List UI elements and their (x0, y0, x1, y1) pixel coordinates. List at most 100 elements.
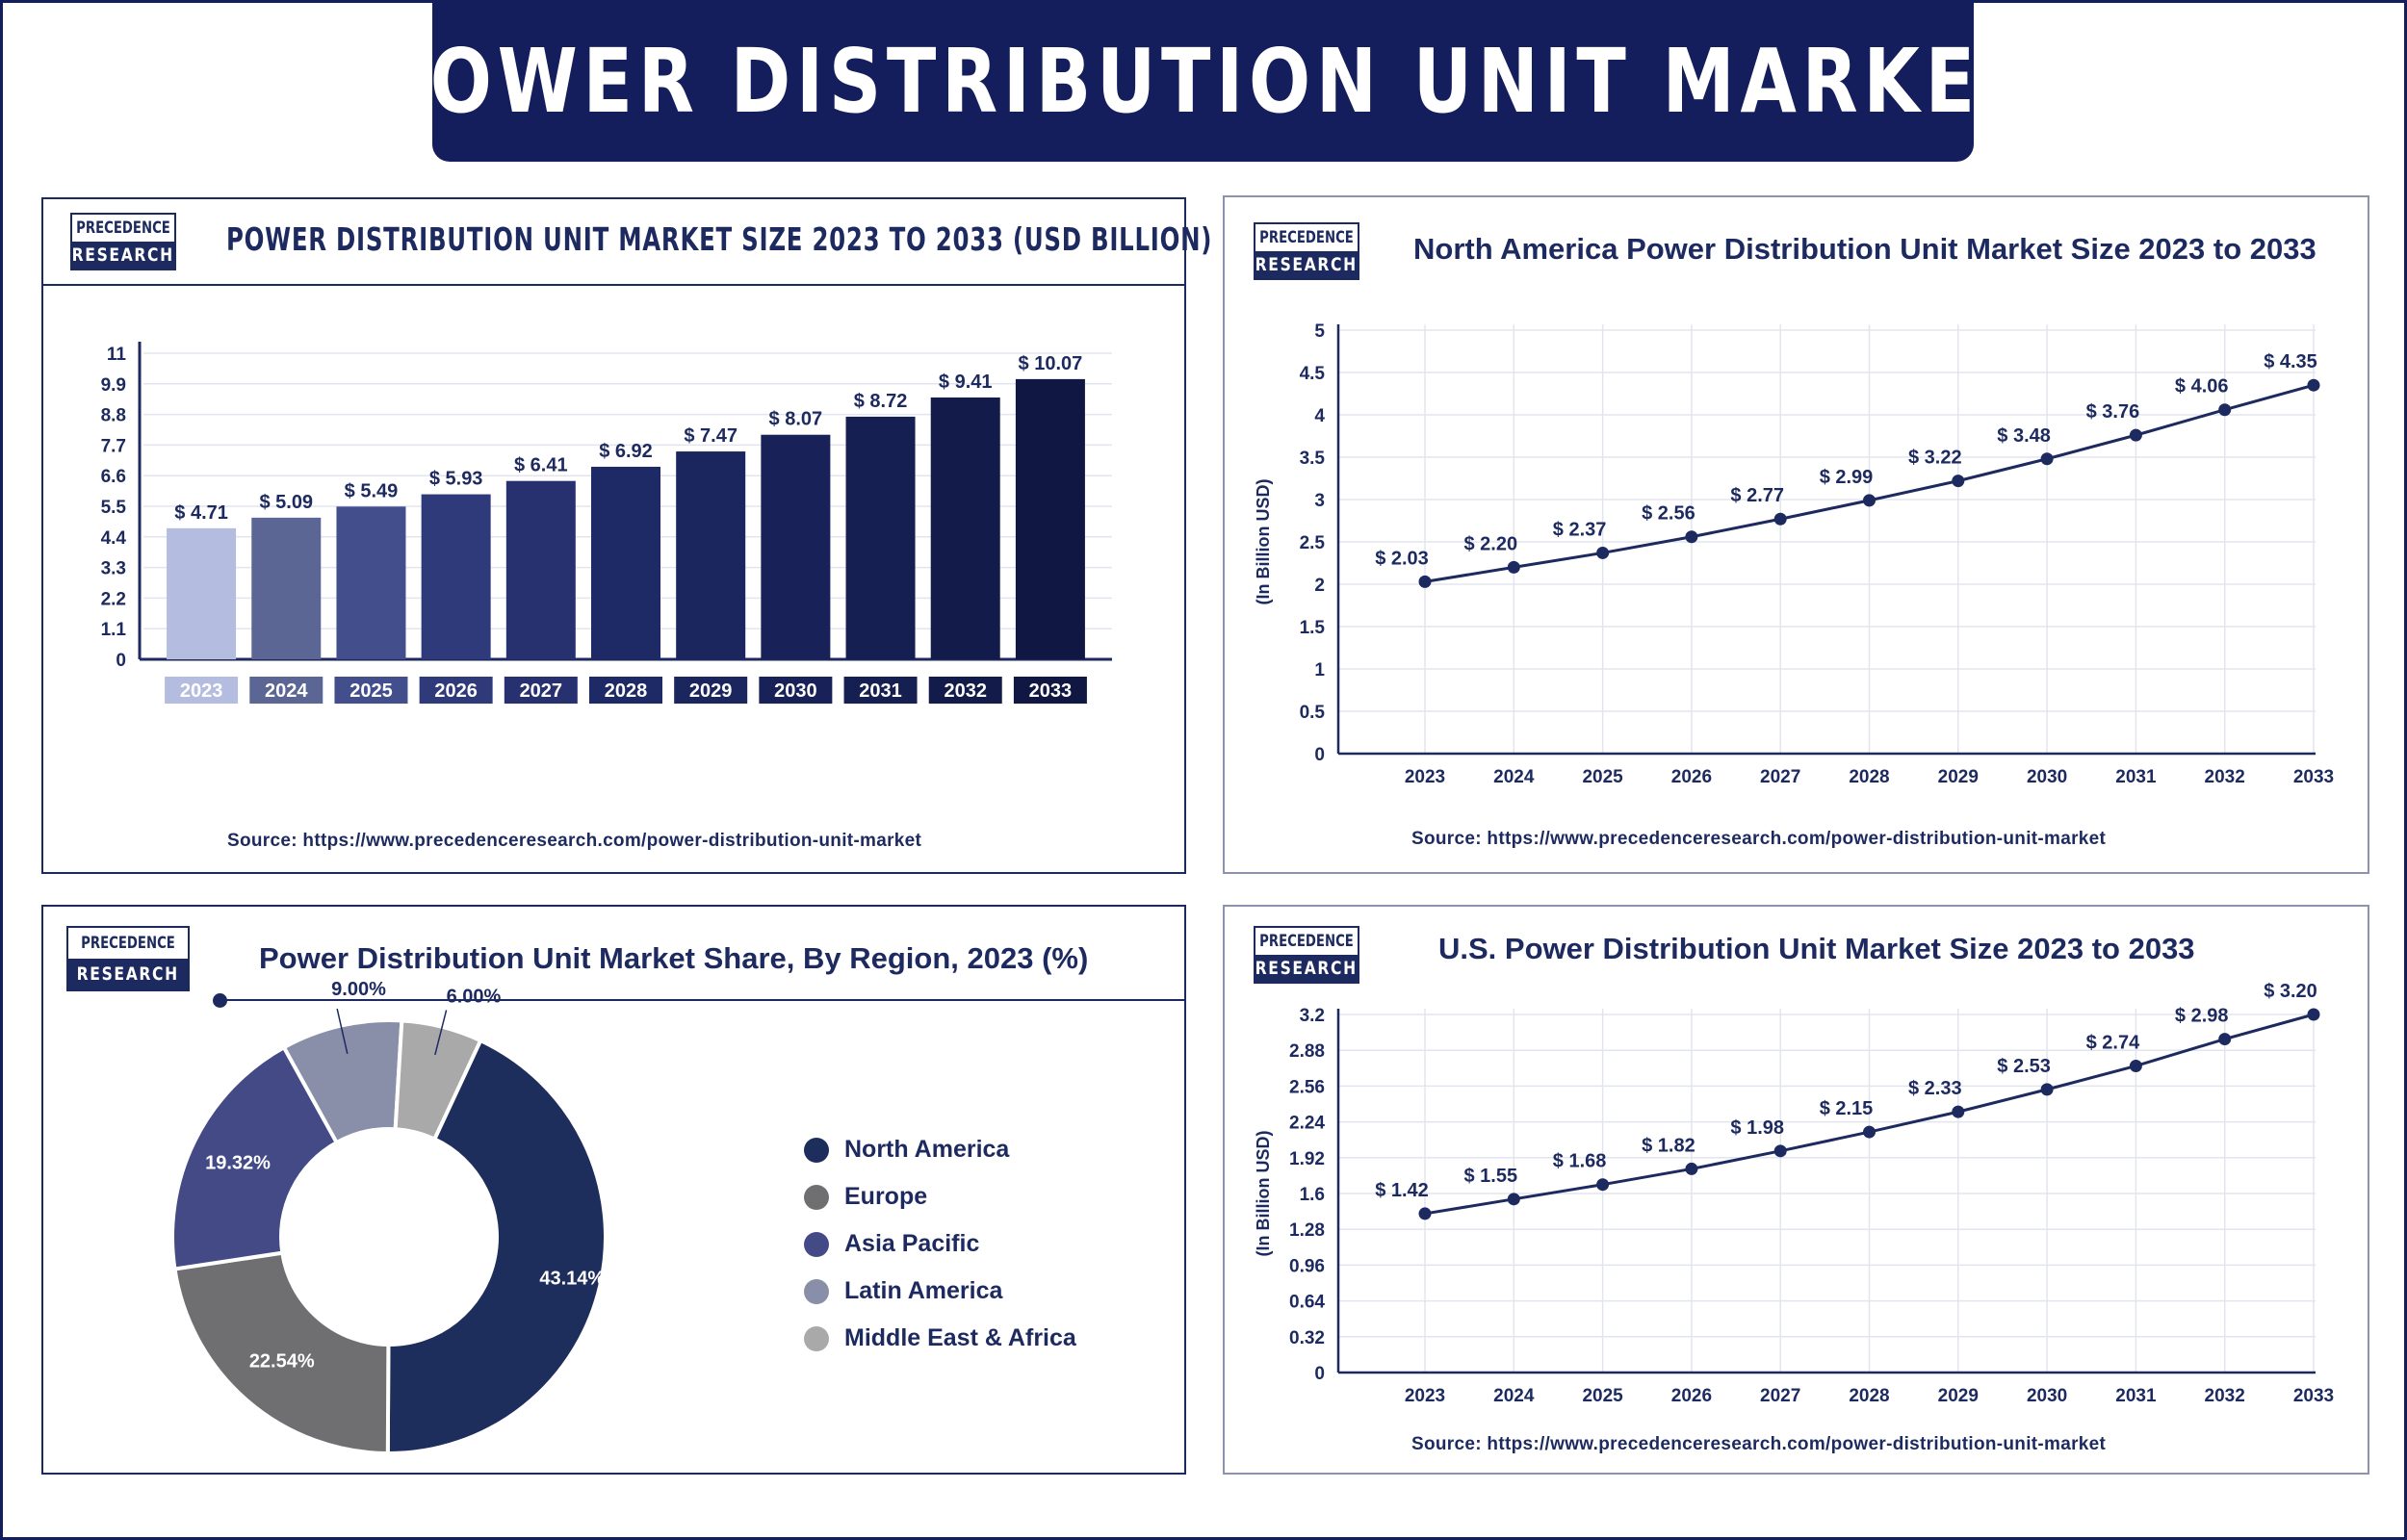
x-tick-label: 2031 (2115, 1386, 2157, 1406)
donut-slice-north-america (385, 1038, 608, 1455)
y-tick-label: 2.88 (1289, 1041, 1325, 1062)
north-america-panel: PRECEDENCE RESEARCH North America Power … (1223, 195, 2369, 874)
legend-label: Europe (844, 1183, 928, 1210)
us-panel: PRECEDENCE RESEARCH U.S. Power Distribut… (1223, 905, 2369, 1475)
y-tick-label: 1 (1314, 660, 1325, 680)
data-point-2032 (2218, 1033, 2232, 1046)
logo-line-2-band: RESEARCH (1255, 955, 1358, 982)
y-tick-label: 0.64 (1289, 1293, 1325, 1313)
global-market-size-panel: PRECEDENCE RESEARCH POWER DISTRIBUTION U… (41, 197, 1211, 874)
bar-2025 (336, 506, 406, 659)
x-tick-badge (843, 677, 918, 704)
point-data-label: $ 2.99 (1820, 467, 1874, 488)
bar-chart: 0 1.1 2.2 3.3 4.4 5.5 6.6 7.7 8.8 9.9 11 $ 4.71 2023… (101, 342, 1112, 704)
bar-data-label: $ 9.41 (939, 372, 993, 393)
logo-line-1: PRECEDENCE (1259, 932, 1354, 951)
x-tick-badge (674, 677, 748, 704)
logo-line-1: PRECEDENCE (76, 218, 170, 238)
legend-item-latin-america: Latin America (804, 1268, 1076, 1315)
y-tick-label: 3 (1314, 491, 1325, 511)
x-tick-label: 2028 (1849, 1386, 1889, 1406)
legend-swatch-europe (804, 1184, 829, 1210)
data-point-2026 (1685, 1162, 1698, 1175)
x-tick-label: 2025 (1582, 1386, 1623, 1406)
x-tick-badge (1013, 677, 1087, 704)
donut-slice-asia-pacific (170, 1044, 340, 1271)
x-tick-badge (759, 677, 833, 704)
x-tick-label: 2033 (1029, 680, 1073, 702)
north-america-chart-title: North America Power Distribution Unit Ma… (1413, 232, 2316, 266)
logo-line-1: PRECEDENCE (1259, 228, 1354, 247)
point-data-label: $ 1.68 (1553, 1151, 1607, 1172)
y-tick-label: 2 (1314, 576, 1325, 596)
bar-2030 (761, 434, 831, 659)
data-point-2030 (2040, 452, 2054, 466)
y-tick-label: 3.2 (1300, 1006, 1325, 1026)
region-share-donut-chart: 43.14% 22.54% 19.32% 9.00% 6.00% (170, 979, 608, 1456)
title-underline-dot (213, 993, 227, 1008)
x-tick-label: 2023 (180, 680, 223, 702)
bar-data-label: $ 4.71 (174, 502, 228, 524)
y-tick-label: 1.92 (1289, 1149, 1325, 1169)
north-america-line-chart: 0 0.5 1 1.5 2 2.5 3 3.5 4 4.5 5 $ 2.03 2023 $ 2.20 202… (1254, 321, 2334, 787)
us-chart-source: Source: https://www.precedenceresearch.c… (1411, 1434, 2107, 1454)
x-tick-badge (928, 677, 1002, 704)
data-point-2024 (1507, 560, 1520, 574)
legend-swatch-latin-america (804, 1278, 829, 1304)
y-tick-label: 0 (1314, 1364, 1325, 1384)
point-data-label: $ 3.48 (1997, 425, 2051, 447)
point-data-label: $ 2.53 (1997, 1056, 2051, 1077)
point-data-label: $ 3.20 (2264, 981, 2317, 1002)
page-banner: POWER DISTRIBUTION UNIT MARKET (371, 0, 2030, 162)
north-america-chart-source: Source: https://www.precedenceresearch.c… (1411, 829, 2107, 849)
region-legend: North America Europe Asia Pacific Latin … (804, 1126, 1076, 1362)
y-tick-label: 3.3 (101, 559, 126, 579)
x-tick-label: 2028 (1849, 767, 1889, 787)
logo-line-2: RESEARCH (1255, 254, 1359, 275)
x-tick-label: 2025 (349, 680, 393, 702)
y-tick-label: 2.2 (101, 589, 126, 609)
logo-line-2-band: RESEARCH (72, 242, 174, 269)
data-point-2025 (1596, 546, 1610, 559)
legend-item-north-america: North America (804, 1126, 1076, 1173)
legend-label: Asia Pacific (844, 1230, 980, 1257)
x-tick-badge (589, 677, 662, 704)
logo-line-2-band: RESEARCH (68, 959, 188, 989)
x-tick-badge (419, 677, 493, 704)
legend-item-asia-pacific: Asia Pacific (804, 1220, 1076, 1268)
y-tick-label: 3.5 (1300, 449, 1326, 469)
bar-2032 (930, 397, 1000, 659)
x-tick-label: 2023 (1405, 1386, 1445, 1406)
data-point-2023 (1418, 575, 1432, 588)
legend-swatch-north-america (804, 1137, 829, 1163)
x-tick-label: 2032 (944, 680, 987, 702)
x-tick-label: 2026 (1671, 767, 1712, 787)
point-data-label: $ 2.03 (1375, 548, 1429, 569)
y-tick-label: 4.4 (101, 528, 127, 549)
bar-2026 (421, 494, 491, 659)
logo-line-2: RESEARCH (76, 963, 180, 985)
x-tick-label: 2030 (2027, 1386, 2067, 1406)
y-axis-title: (In Billion USD) (1254, 1131, 1273, 1257)
x-tick-badge (249, 677, 324, 704)
point-data-label: $ 2.37 (1553, 519, 1607, 540)
us-chart-title: U.S. Power Distribution Unit Market Size… (1438, 932, 2195, 965)
legend-swatch-asia-pacific (804, 1231, 829, 1257)
us-line-chart: 0 0.32 0.64 0.96 1.28 1.6 1.92 2.24 2.56 2.88 3.2 $… (1254, 981, 2334, 1406)
precedence-research-logo: PRECEDENCE RESEARCH (66, 926, 190, 991)
legend-swatch-middle-east-africa (804, 1325, 829, 1351)
x-tick-badge (334, 677, 408, 704)
region-share-panel: PRECEDENCE RESEARCH Power Distribution U… (41, 905, 1186, 1475)
y-tick-label: 5.5 (101, 498, 127, 518)
slice-value-label: 9.00% (331, 979, 386, 1000)
slice-leader-line (434, 1010, 448, 1056)
point-data-label: $ 2.33 (1908, 1078, 1962, 1099)
y-tick-label: 1.1 (101, 620, 127, 640)
bar-2033 (1015, 378, 1085, 659)
precedence-research-logo: PRECEDENCE RESEARCH (1254, 222, 1359, 280)
slice-leader-line (336, 1008, 349, 1055)
data-point-2033 (2307, 378, 2320, 392)
data-point-2033 (2307, 1008, 2320, 1021)
data-point-2031 (2129, 428, 2142, 442)
slice-value-label: 6.00% (447, 986, 502, 1007)
